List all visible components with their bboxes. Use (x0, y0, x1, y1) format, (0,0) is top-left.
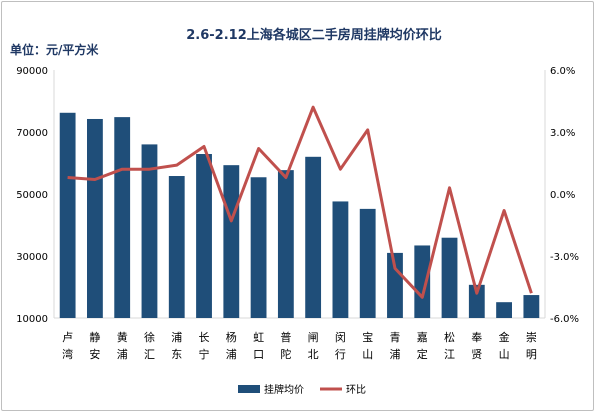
bar (250, 177, 267, 318)
category-label: 定 (417, 347, 428, 361)
category-label: 闸 (308, 331, 319, 344)
right-tick-label: 0.0% (550, 190, 575, 201)
bar (359, 208, 376, 318)
category-label: 北 (308, 348, 319, 361)
category-label: 静 (89, 330, 100, 344)
category-label: 奉 (471, 330, 482, 344)
category-label: 崇 (526, 331, 537, 344)
category-label: 杨 (226, 330, 237, 344)
category-label: 黄 (117, 330, 128, 344)
bar (523, 295, 540, 318)
bar (277, 170, 294, 318)
category-label: 浦 (117, 348, 128, 361)
category-label: 浦 (226, 348, 237, 361)
bar-series (59, 112, 540, 319)
category-label: 虹 (253, 331, 264, 344)
category-label: 东 (171, 348, 182, 361)
right-tick-label: -6.0% (550, 314, 579, 325)
bar (468, 284, 485, 318)
bar (305, 156, 322, 318)
legend-label-bar: 挂牌均价 (264, 383, 304, 396)
category-label: 卢 (62, 331, 73, 344)
category-label: 徐 (144, 330, 155, 344)
category-label: 山 (362, 348, 373, 361)
category-label: 贤 (471, 348, 482, 361)
legend-label-line: 环比 (346, 384, 366, 396)
category-label: 江 (444, 348, 455, 361)
left-tick-label: 90000 (16, 66, 48, 77)
bar (59, 112, 76, 318)
bar (496, 302, 512, 318)
left-tick-label: 30000 (16, 252, 48, 263)
category-label: 松 (444, 330, 455, 344)
category-label: 宁 (199, 347, 210, 361)
category-label: 长 (199, 331, 210, 344)
category-label: 青 (389, 331, 400, 344)
category-label: 山 (499, 348, 510, 361)
category-label: 汇 (144, 348, 155, 361)
category-label: 陀 (280, 347, 291, 361)
bar (223, 165, 240, 318)
right-tick-label: 6.0% (550, 66, 575, 77)
left-tick-label: 70000 (16, 128, 48, 139)
right-tick-label: -3.0% (550, 252, 579, 263)
right-axis-ticks: -6.0% -3.0% 0.0% 3.0% 6.0% (550, 66, 579, 325)
unit-label: 单位：元/平方米 (10, 42, 99, 57)
bar (196, 154, 212, 318)
line-series-huanbi (67, 105, 533, 299)
category-label: 闵 (335, 330, 346, 344)
right-tick-label: 3.0% (550, 128, 575, 139)
bar (87, 118, 103, 318)
left-axis-ticks: 10000 30000 50000 70000 90000 (16, 66, 48, 325)
legend-swatch-bar (238, 385, 260, 393)
category-label: 安 (89, 347, 100, 361)
category-label: 湾 (62, 347, 73, 361)
category-label: 浦 (171, 331, 182, 344)
left-tick-label: 10000 (16, 314, 48, 325)
category-label: 行 (335, 348, 346, 361)
category-label: 浦 (389, 348, 400, 361)
chart-title: 2.6-2.12上海各城区二手房周挂牌均价环比 (186, 27, 442, 43)
bar (332, 201, 349, 318)
legend: 挂牌均价 环比 (238, 383, 366, 396)
category-label: 金 (499, 330, 510, 344)
left-tick-label: 50000 (16, 190, 48, 201)
bar (141, 144, 158, 318)
category-label: 普 (280, 330, 291, 344)
category-label: 宝 (362, 330, 373, 344)
chart-svg: 2.6-2.12上海各城区二手房周挂牌均价环比 单位：元/平方米 10000 30… (10, 27, 579, 396)
bar (168, 176, 185, 318)
bar (387, 252, 403, 318)
bar (114, 117, 131, 319)
bar (441, 237, 458, 318)
bar (414, 245, 431, 318)
category-label: 明 (526, 348, 537, 361)
category-label: 口 (253, 348, 264, 361)
category-label: 嘉 (417, 330, 428, 344)
